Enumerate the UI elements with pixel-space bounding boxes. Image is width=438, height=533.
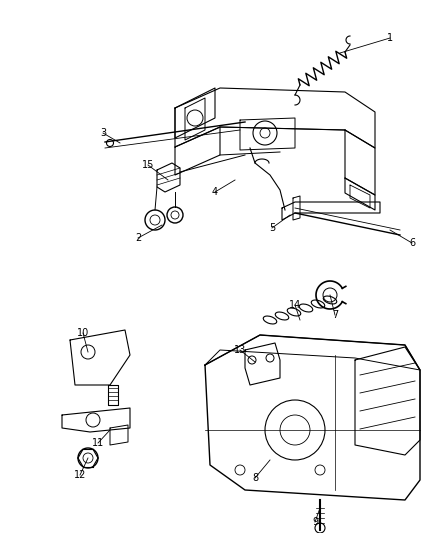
Text: 6: 6 bbox=[409, 238, 415, 248]
Text: 2: 2 bbox=[135, 233, 141, 243]
Text: 8: 8 bbox=[252, 473, 258, 483]
Circle shape bbox=[106, 140, 113, 147]
Text: 15: 15 bbox=[142, 160, 154, 170]
Text: 7: 7 bbox=[332, 310, 338, 320]
Text: 9: 9 bbox=[312, 517, 318, 527]
Text: 4: 4 bbox=[212, 187, 218, 197]
Text: 11: 11 bbox=[92, 438, 104, 448]
Text: 10: 10 bbox=[77, 328, 89, 338]
Text: 14: 14 bbox=[289, 300, 301, 310]
Text: 5: 5 bbox=[269, 223, 275, 233]
Text: 1: 1 bbox=[387, 33, 393, 43]
Text: 13: 13 bbox=[234, 345, 246, 355]
Text: 12: 12 bbox=[74, 470, 86, 480]
Text: 3: 3 bbox=[100, 128, 106, 138]
